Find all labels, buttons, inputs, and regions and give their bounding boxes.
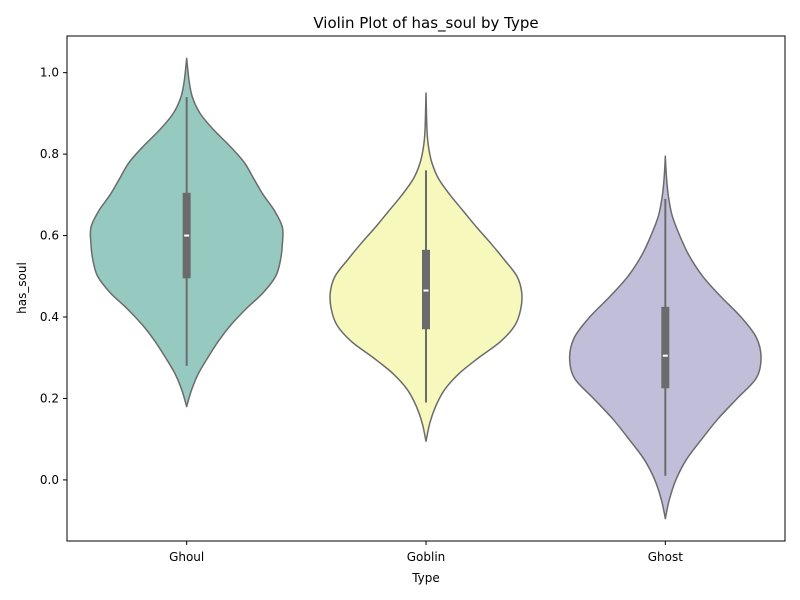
y-tick-label: 0.2	[40, 391, 59, 405]
x-axis-ticks: Ghoul Goblin Ghost	[169, 541, 683, 564]
y-axis-ticks: 0.0 0.2 0.4 0.6 0.8 1.0	[40, 66, 67, 487]
iqr-box-ghost	[661, 306, 670, 389]
y-tick-label: 0.4	[40, 310, 59, 324]
chart-title: Violin Plot of has_soul by Type	[313, 14, 538, 33]
y-tick-label: 0.8	[40, 147, 59, 161]
x-tick-label: Ghoul	[169, 550, 204, 564]
y-tick-label: 1.0	[40, 66, 59, 80]
y-axis-label: has_soul	[15, 262, 29, 314]
y-tick-label: 0.0	[40, 473, 59, 487]
x-tick-label: Goblin	[407, 550, 446, 564]
boxes-layer	[182, 97, 670, 476]
iqr-box-goblin	[422, 249, 430, 330]
x-axis-label: Type	[411, 571, 440, 585]
y-tick-label: 0.6	[40, 229, 59, 243]
x-tick-label: Ghost	[648, 550, 683, 564]
